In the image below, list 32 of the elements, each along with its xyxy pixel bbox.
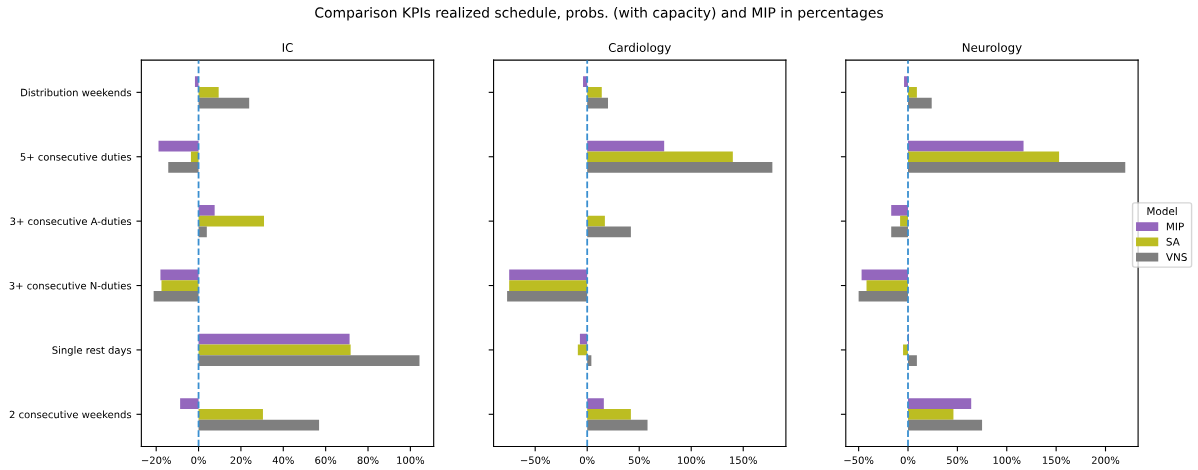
- x-tick-label: 100%: [678, 456, 705, 464]
- x-tick-label: −50%: [844, 456, 874, 464]
- y-tick-label: Single rest days: [52, 346, 132, 356]
- x-tick-label: 0%: [191, 456, 206, 464]
- x-tick-label: 50%: [628, 456, 650, 464]
- text: Comparison KPIs realized schedule, probs. (with capacity) and MIP in percentages: [315, 7, 883, 21]
- y-tick-label: 5+ consecutive duties: [20, 152, 132, 161]
- y-tick-label: Distribution weekends: [21, 88, 132, 97]
- x-tick-label: 150%: [730, 456, 757, 464]
- x-tick-label: 50%: [947, 456, 968, 464]
- legend-label: MIP: [1166, 222, 1184, 231]
- x-tick-label: −50%: [520, 456, 550, 464]
- x-tick-label: −20%: [141, 456, 171, 464]
- x-tick-label: 40%: [272, 456, 294, 464]
- y-tick-label: 3+ consecutive A-duties: [10, 217, 132, 226]
- legend-label: VNS: [1165, 253, 1187, 261]
- chart-title: IC: [282, 43, 293, 52]
- legend-title: Model: [1147, 207, 1177, 216]
- x-tick-label: 100%: [397, 456, 425, 464]
- chart-title: Neurology: [962, 42, 1022, 55]
- x-tick-label: 200%: [1091, 456, 1120, 464]
- x-tick-label: 100%: [993, 456, 1021, 464]
- x-tick-label: 60%: [315, 456, 337, 464]
- x-tick-label: 150%: [1042, 456, 1070, 464]
- legend-label: SA: [1166, 237, 1180, 246]
- x-tick-label: 0%: [579, 456, 595, 464]
- chart-title: Cardiology: [608, 42, 671, 55]
- x-tick-label: 0%: [900, 456, 916, 464]
- x-tick-label: 20%: [230, 456, 252, 464]
- x-tick-label: 80%: [357, 456, 379, 464]
- y-tick-label: 2 consecutive weekends: [9, 410, 132, 419]
- y-tick-label: 3+ consecutive N-duties: [9, 281, 132, 290]
